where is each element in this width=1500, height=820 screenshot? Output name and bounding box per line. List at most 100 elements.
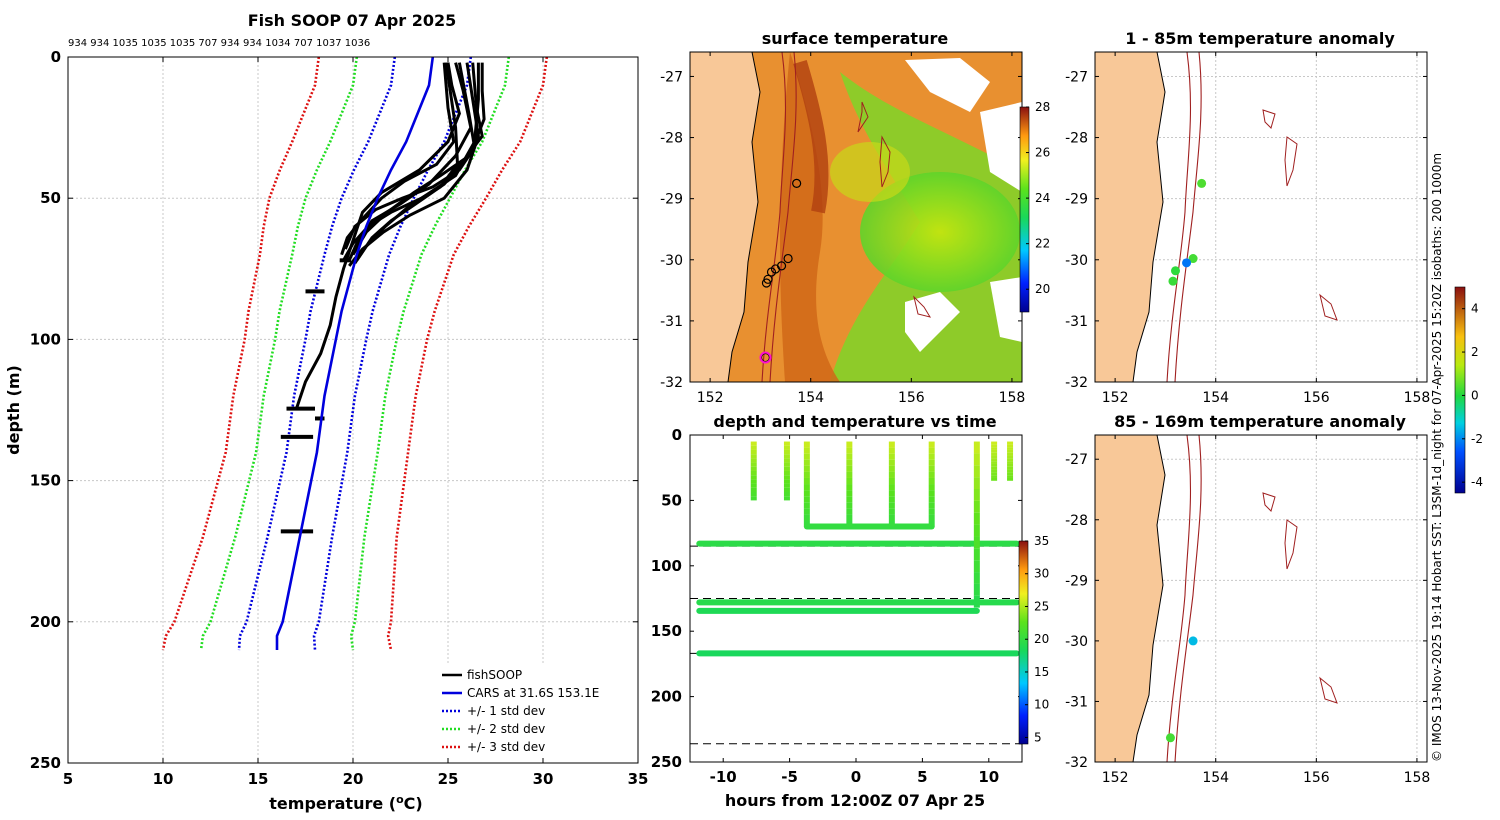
anom-upper-clip — [1095, 52, 1427, 382]
anomaly-upper-map: 1 - 85m temperature anomaly 152 154 156 158… — [1065, 29, 1430, 406]
y-tick-label: -32 — [1065, 755, 1088, 771]
x-tick-label: 30 — [533, 770, 554, 788]
y-tick-label: -31 — [1065, 314, 1088, 330]
anom-colorbar-tick: -4 — [1471, 475, 1483, 489]
profile-xlabel: temperature (oC) — [269, 793, 422, 813]
fish-profile-line — [351, 62, 484, 256]
legend-box — [436, 664, 626, 758]
sst-colorbar-tick: 20 — [1035, 282, 1050, 296]
y-tick-label: -28 — [1065, 513, 1088, 529]
sst-isobath-1000 — [769, 52, 797, 382]
x-tick-label: 158 — [1404, 770, 1431, 786]
x-tick-label: 0 — [851, 768, 861, 786]
anom-colorbar — [1454, 286, 1466, 494]
anom-upper-ticks: 152 154 156 158 -27 -28 -29 -30 -31 -32 — [1065, 52, 1430, 406]
x-tick-label: 156 — [1303, 390, 1330, 406]
y-tick-label: -27 — [1065, 69, 1088, 85]
sst-map-clip — [690, 52, 1022, 382]
x-tick-label: -5 — [781, 768, 798, 786]
sst-title: surface temperature — [762, 29, 949, 48]
sst-land — [690, 52, 760, 382]
dt-colorbar-ticks: 5 10 15 20 25 30 35 — [1025, 534, 1049, 744]
x-tick-label: 15 — [248, 770, 269, 788]
anom-upper-isobath-200 — [1166, 52, 1192, 382]
x-tick-label: 152 — [1102, 390, 1129, 406]
x-tick-label: 158 — [999, 390, 1026, 406]
x-tick-label: 152 — [1102, 770, 1129, 786]
y-tick-label: -27 — [1065, 452, 1088, 468]
x-tick-label: 154 — [797, 390, 824, 406]
legend-fish: fishSOOP — [467, 668, 522, 682]
y-tick-label: -31 — [660, 314, 683, 330]
y-tick-label: -30 — [660, 253, 683, 269]
y-tick-label: -32 — [660, 375, 683, 391]
anom-lower-seamount — [1319, 676, 1338, 704]
y-tick-label: 50 — [40, 189, 61, 207]
x-tick-label: 154 — [1202, 770, 1229, 786]
y-tick-label: 250 — [651, 753, 682, 771]
std-line-std2-lower — [199, 56, 359, 651]
x-tick-label: 10 — [978, 768, 999, 786]
dt-casts — [750, 441, 1014, 608]
y-tick-label: -29 — [1065, 573, 1088, 589]
fish-profile-line — [355, 62, 486, 262]
y-tick-label: 100 — [30, 330, 61, 348]
anom-colorbar-tick: 4 — [1471, 302, 1479, 316]
anom-upper-land — [1095, 52, 1165, 382]
fish-profile-line — [344, 62, 477, 250]
anomaly-point — [1197, 178, 1207, 188]
profile-title: Fish SOOP 07 Apr 2025 — [248, 11, 457, 30]
x-tick-label: 152 — [697, 390, 724, 406]
y-tick-label: 0 — [51, 48, 61, 66]
x-tick-label: 20 — [343, 770, 364, 788]
sst-colorbar-tick: 24 — [1035, 191, 1050, 205]
sst-cloud-patch — [990, 277, 1022, 342]
profile-cars-line — [275, 56, 435, 651]
sst-mid-patch — [830, 142, 910, 202]
anom-lower-seamount — [1262, 492, 1276, 512]
profile-xlabel-sup: o — [396, 793, 404, 806]
last-position-marker — [759, 351, 772, 364]
anom-colorbar-tick: 0 — [1471, 388, 1479, 402]
anomaly-point — [1168, 276, 1178, 286]
anom-lower-points — [1165, 636, 1198, 743]
sst-cloud-patch — [905, 58, 990, 112]
sst-coastline — [727, 52, 761, 382]
dt-colorbar-tick: 25 — [1034, 599, 1049, 613]
y-tick-label: -30 — [1065, 253, 1088, 269]
anomaly-point — [1170, 266, 1180, 276]
legend-std2: +/- 2 std dev — [467, 722, 545, 736]
dt-colorbar — [1018, 540, 1029, 745]
anom-lower-land — [1095, 435, 1165, 762]
anomaly-point — [1188, 254, 1198, 264]
sst-seamount-isobath — [913, 295, 932, 318]
dt-colorbar-tick: 15 — [1034, 665, 1049, 679]
x-tick-label: 5 — [917, 768, 927, 786]
sst-colorbar-tick: 26 — [1035, 146, 1050, 160]
anom-lower-title: 85 - 169m temperature anomaly — [1114, 412, 1406, 431]
y-tick-label: -29 — [660, 192, 683, 208]
cars-mean-line — [275, 56, 435, 651]
anom-lower-ticks: 152 154 156 158 -27 -28 -29 -30 -31 -32 — [1065, 435, 1430, 786]
profile-ticks: 5 10 15 20 25 30 35 0 50 100 150 200 250 — [30, 48, 649, 788]
anom-lower-isobath-1000 — [1174, 435, 1202, 762]
sst-cloud-patch — [980, 102, 1022, 192]
anom-upper-frame — [1094, 51, 1428, 383]
anom-lower-coastline — [1132, 435, 1166, 762]
std-line-std2-upper — [349, 56, 511, 651]
track-point — [792, 178, 802, 188]
sst-colorbar-tick: 28 — [1035, 100, 1050, 114]
profile-legend: fishSOOP CARS at 31.6S 153.1E +/- 1 std … — [436, 664, 626, 758]
profile-ylabel: depth (m) — [4, 365, 23, 455]
anomaly-point — [1188, 636, 1198, 646]
anom-colorbar-tick: -2 — [1471, 432, 1483, 446]
anom-upper-seamount — [1319, 293, 1338, 321]
anom-upper-seamount — [1284, 136, 1298, 187]
track-point — [761, 278, 772, 288]
x-tick-label: 10 — [153, 770, 174, 788]
sst-colorbar-tick: 22 — [1035, 237, 1050, 251]
x-tick-label: 154 — [1202, 390, 1229, 406]
sst-cloud-patch — [905, 292, 960, 352]
sst-colorbar — [1019, 106, 1030, 313]
